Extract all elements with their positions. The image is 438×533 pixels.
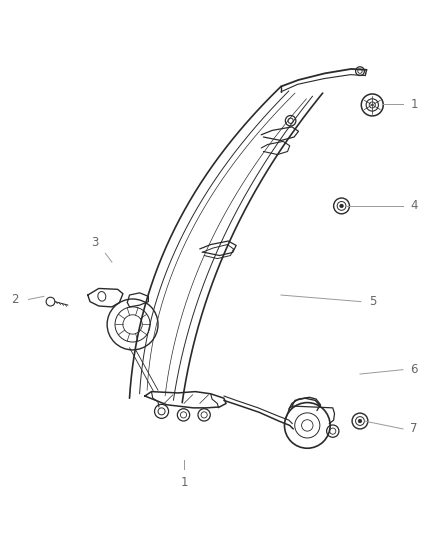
Text: 5: 5: [368, 295, 375, 308]
Circle shape: [339, 204, 343, 208]
Text: 3: 3: [91, 236, 98, 249]
Text: 4: 4: [410, 199, 417, 213]
Text: 1: 1: [180, 477, 188, 489]
Text: 1: 1: [410, 98, 417, 110]
Text: 6: 6: [410, 363, 417, 376]
Circle shape: [357, 419, 361, 423]
Text: 2: 2: [11, 293, 18, 306]
Text: 7: 7: [410, 423, 417, 435]
